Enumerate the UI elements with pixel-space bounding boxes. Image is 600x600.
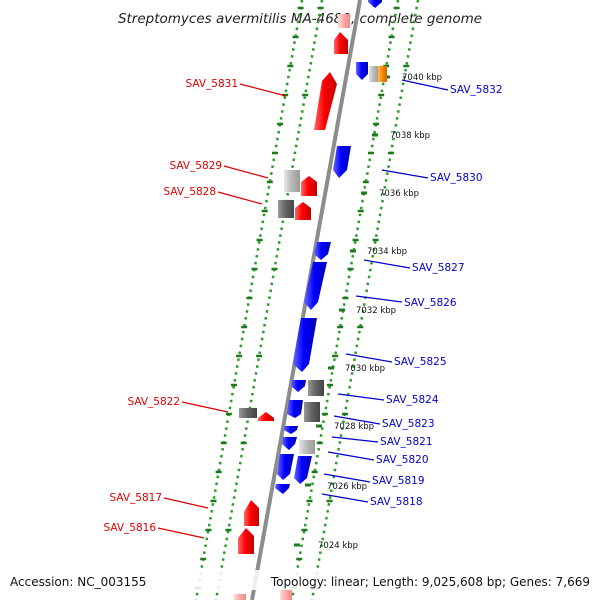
gene-label-sav-5826[interactable]: SAV_5826: [404, 297, 457, 309]
gene-label-sav-5819[interactable]: SAV_5819: [372, 475, 425, 487]
gene-sav-5832-lightgray: [369, 66, 379, 82]
gene-label-sav-5822[interactable]: SAV_5822: [127, 396, 180, 408]
left-leader-lines: [157, 83, 287, 539]
gene-partial-bottom-pink: [234, 594, 246, 600]
gene-sav-5828-gray: [278, 200, 294, 218]
gene-label-sav-5829[interactable]: SAV_5829: [169, 160, 222, 172]
gene-sav-5824-gray: [308, 380, 324, 396]
kbp-label-7040: 7040 kbp: [402, 73, 442, 83]
gene-sav-5821-lightgray: [299, 440, 315, 454]
kbp-label-7034: 7034 kbp: [367, 247, 407, 257]
gene-label-sav-5823[interactable]: SAV_5823: [382, 418, 435, 430]
gene-sav-5829: [301, 176, 317, 196]
kbp-label-7038: 7038 kbp: [390, 131, 430, 141]
gene-sav-5832-orange: [378, 66, 387, 82]
gene-label-sav-5827[interactable]: SAV_5827: [412, 262, 465, 274]
gene-sav-5823: [287, 400, 303, 418]
kbp-label-7026: 7026 kbp: [327, 482, 367, 492]
right-leader-lines: [321, 79, 449, 503]
gene-sav-5823-gray: [304, 402, 320, 422]
right-gene-labels: SAV_5832 SAV_5830 SAV_5827 SAV_5826 SAV_…: [370, 84, 503, 508]
gene-sav-5830: [333, 146, 351, 178]
gene-partial-bottom-pink-2: [280, 590, 292, 600]
gene-label-sav-5830[interactable]: SAV_5830: [430, 172, 483, 184]
gene-label-sav-5816[interactable]: SAV_5816: [103, 522, 156, 534]
gene-sav-5822-gray: [239, 408, 257, 418]
footer-background: [0, 570, 600, 590]
gene-sav-5832-blue: [356, 62, 368, 80]
gene-sav-5818: [275, 484, 290, 494]
gene-label-sav-5821[interactable]: SAV_5821: [380, 436, 433, 448]
left-gene-labels: SAV_5831 SAV_5829 SAV_5828 SAV_5822 SAV_…: [103, 78, 238, 534]
kbp-label-7036: 7036 kbp: [379, 189, 419, 199]
kbp-label-7024: 7024 kbp: [318, 541, 358, 551]
topology-text: Topology: linear; Length: 9,025,608 bp; …: [270, 575, 590, 589]
gene-sav-5819: [294, 456, 312, 484]
gene-label-sav-5825[interactable]: SAV_5825: [394, 356, 447, 368]
gene-sav-5817: [244, 500, 259, 526]
gene-features: [234, 0, 387, 600]
gene-sav-5827: [314, 242, 331, 260]
gene-label-sav-5824[interactable]: SAV_5824: [386, 394, 439, 406]
gene-sav-5828: [295, 202, 311, 220]
gene-label-sav-5831[interactable]: SAV_5831: [185, 78, 238, 90]
gene-sav-5822: [258, 412, 274, 421]
gene-sav-5816: [238, 528, 254, 554]
gene-sav-5831: [314, 72, 337, 130]
gene-label-sav-5828[interactable]: SAV_5828: [163, 186, 216, 198]
gene-sav-5825: [293, 318, 317, 372]
gene-sav-5821: [282, 437, 297, 450]
gene-sav-5824: [291, 380, 306, 392]
kbp-label-7032: 7032 kbp: [356, 306, 396, 316]
gene-sav-5829-lightgray: [284, 170, 300, 192]
gene-label-sav-5820[interactable]: SAV_5820: [376, 454, 429, 466]
gene-partial-top-pink: [338, 14, 350, 28]
gene-sav-5826: [304, 262, 327, 310]
kbp-label-7030: 7030 kbp: [345, 364, 385, 374]
gene-label-sav-5818[interactable]: SAV_5818: [370, 496, 423, 508]
gene-small-blue-1: [284, 426, 298, 434]
gene-sav-5820: [277, 454, 294, 480]
gene-partial-top-blue: [368, 0, 382, 8]
map-title: Streptomyces avermitilis MA-4680, comple…: [118, 11, 482, 27]
gene-label-sav-5832[interactable]: SAV_5832: [450, 84, 503, 96]
gene-label-sav-5817[interactable]: SAV_5817: [109, 492, 162, 504]
accession-text: Accession: NC_003155: [10, 575, 146, 589]
kbp-label-7028: 7028 kbp: [334, 422, 374, 432]
guide-ticks: [195, 6, 410, 590]
gene-partial-top-red: [334, 32, 348, 54]
